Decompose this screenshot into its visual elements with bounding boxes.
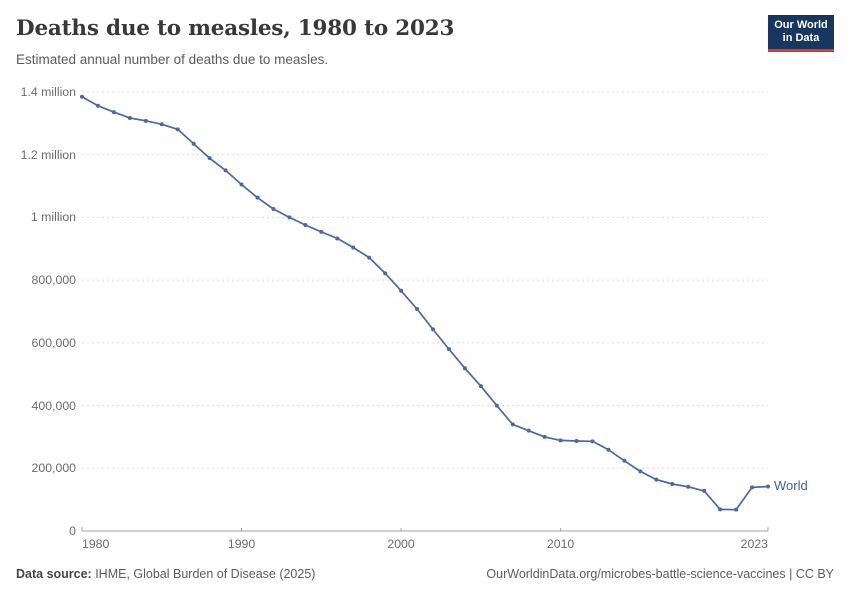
- footer: Data source: IHME, Global Burden of Dise…: [16, 567, 834, 581]
- data-point-1988: [207, 156, 212, 161]
- x-tick-label: 1990: [227, 537, 256, 551]
- data-point-2020: [718, 507, 723, 512]
- data-point-2018: [686, 484, 691, 489]
- data-point-2005: [478, 384, 483, 389]
- owid-logo: Our World in Data: [768, 15, 834, 52]
- y-tick-label: 0: [69, 524, 76, 538]
- data-point-1999: [383, 271, 388, 276]
- data-point-2013: [606, 447, 611, 452]
- data-point-1985: [159, 122, 164, 127]
- x-tick-label: 2023: [740, 537, 768, 551]
- data-point-1981: [95, 103, 100, 108]
- data-point-2017: [670, 481, 675, 486]
- data-point-2003: [446, 347, 451, 352]
- data-point-1992: [271, 206, 276, 211]
- series-label-world: World: [774, 478, 808, 494]
- data-point-1986: [175, 127, 180, 132]
- data-point-1987: [191, 141, 196, 146]
- data-point-1989: [223, 168, 228, 173]
- x-tick-label: 2010: [546, 537, 575, 551]
- footer-source-label: Data source:: [16, 567, 92, 581]
- data-point-1982: [111, 110, 116, 115]
- data-point-2021: [734, 507, 739, 512]
- x-tick-label: 2000: [387, 537, 415, 551]
- owid-logo-text: Our World in Data: [774, 19, 828, 44]
- data-point-1995: [319, 229, 324, 234]
- data-point-2001: [415, 306, 420, 311]
- data-point-2004: [462, 366, 467, 371]
- data-point-2015: [638, 469, 643, 474]
- data-point-1980: [80, 94, 84, 99]
- chart-subtitle: Estimated annual number of deaths due to…: [16, 52, 329, 67]
- data-point-2016: [654, 477, 659, 482]
- data-point-2010: [558, 438, 563, 443]
- y-tick-label: 1.2 million: [20, 147, 76, 162]
- footer-source-value: IHME, Global Burden of Disease (2025): [91, 567, 316, 581]
- footer-credit: OurWorldinData.org/microbes-battle-scien…: [486, 567, 834, 581]
- data-point-2019: [702, 488, 707, 493]
- data-point-1996: [335, 236, 340, 241]
- footer-source: Data source: IHME, Global Burden of Dise…: [16, 567, 315, 581]
- data-point-1991: [255, 195, 260, 200]
- data-point-1983: [127, 116, 132, 121]
- data-point-2011: [574, 439, 579, 444]
- series-line-world: [81, 95, 769, 511]
- data-point-1997: [351, 245, 356, 250]
- data-point-2022: [750, 485, 755, 490]
- y-tick-label: 200,000: [31, 461, 76, 476]
- data-point-2006: [494, 403, 499, 408]
- data-point-2007: [510, 422, 515, 427]
- data-point-2008: [526, 428, 531, 433]
- data-point-1994: [303, 222, 308, 227]
- y-tick-label: 1.4 million: [20, 85, 76, 99]
- y-tick-label: 400,000: [31, 398, 76, 413]
- chart-title: Deaths due to measles, 1980 to 2023: [16, 16, 455, 41]
- data-point-1993: [287, 215, 292, 220]
- data-point-2002: [430, 327, 435, 332]
- data-point-2023: [766, 484, 770, 489]
- data-point-2000: [399, 288, 404, 293]
- data-point-2012: [590, 439, 595, 444]
- data-point-2009: [542, 434, 547, 439]
- data-point-1998: [367, 255, 372, 260]
- x-tick-label: 1980: [82, 537, 110, 551]
- data-point-1984: [143, 118, 148, 123]
- data-point-2014: [622, 458, 627, 463]
- y-tick-label: 800,000: [31, 273, 76, 288]
- y-tick-label: 600,000: [31, 335, 76, 350]
- data-point-1990: [239, 182, 244, 187]
- y-tick-label: 1 million: [30, 210, 76, 225]
